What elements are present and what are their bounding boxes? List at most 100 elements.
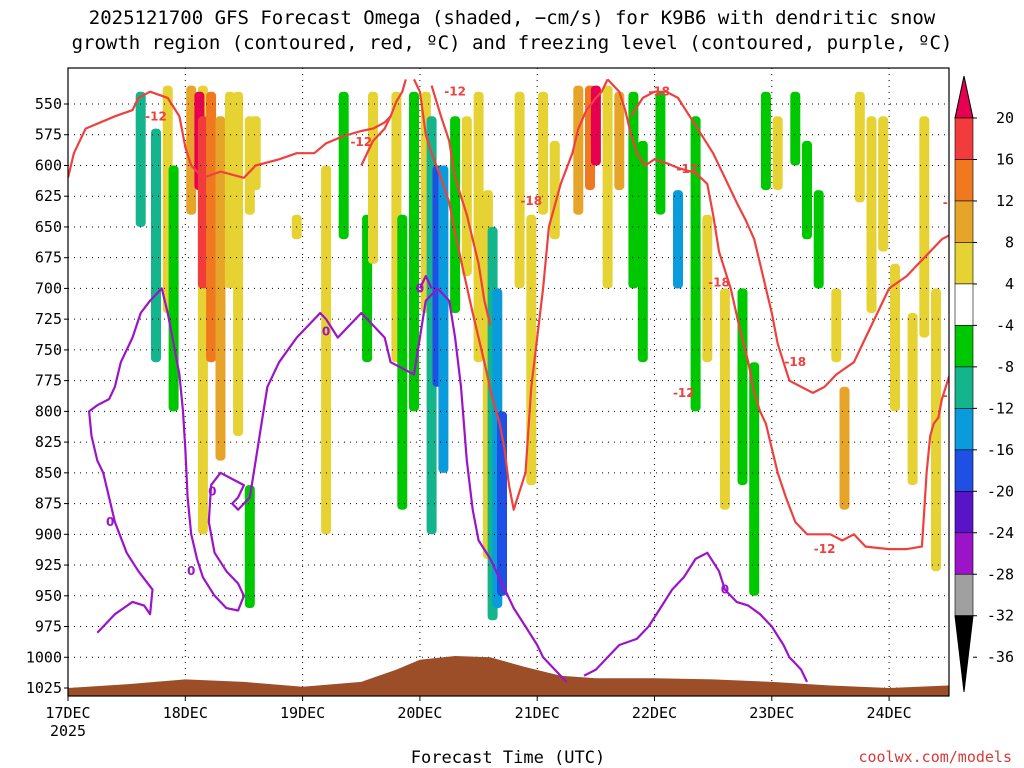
dgz-contour-line	[630, 90, 949, 394]
dgz-contour-label: -18	[708, 275, 730, 289]
omega-cell	[907, 313, 918, 486]
freezing-contour-label: 0	[106, 515, 114, 529]
omega-cell	[224, 91, 235, 289]
dgz-contour-label: -12	[814, 542, 836, 556]
freezing-contours	[88, 275, 808, 683]
x-tick-label: 21DEC	[515, 704, 560, 722]
omega-cell	[244, 485, 255, 608]
colorbar-tick-label: -12	[987, 399, 1014, 417]
colorbar-tick-label: -24	[987, 524, 1014, 542]
omega-cell	[655, 91, 666, 215]
dgz-contour-label: -12	[676, 162, 698, 176]
omega-cell	[673, 190, 683, 289]
omega-cell	[250, 116, 261, 191]
colorbar-swatch	[954, 159, 974, 202]
x-tick-label: 17DEC	[45, 704, 90, 722]
colorbar-swatch	[954, 325, 974, 368]
omega-cell	[749, 362, 760, 596]
omega-cell	[831, 288, 842, 363]
x-tick-label: 20DEC	[397, 704, 442, 722]
colorbar-tick-label: -4	[996, 316, 1014, 334]
y-tick-label: 725	[35, 310, 62, 328]
omega-cell	[438, 165, 449, 473]
dgz-contour-line	[68, 79, 407, 179]
freezing-contour-label: 0	[416, 281, 424, 295]
colorbar-tick-label: -28	[987, 565, 1014, 583]
colorbar-tick-label: 8	[1005, 233, 1014, 251]
dgz-contour-label: -12	[350, 135, 372, 149]
omega-cell	[461, 116, 472, 277]
colorbar-swatch	[954, 573, 974, 617]
freezing-contour-line	[418, 275, 433, 289]
y-tick-label: 600	[35, 157, 62, 175]
omega-cell	[737, 288, 748, 486]
omega-cell	[878, 116, 889, 252]
omega-cell	[514, 91, 525, 289]
x-tick-label: 23DEC	[749, 704, 794, 722]
y-tick-label: 650	[35, 218, 62, 236]
colorbar-swatch	[954, 491, 974, 534]
y-tick-label: 575	[35, 126, 62, 144]
freezing-contour-label: 0	[187, 564, 195, 578]
y-axis: 550 575 600 625 650 675 700 725 750 775 800 825 850 8…	[26, 95, 68, 697]
chart-title-line2: growth region (contoured, red, ºC) and f…	[72, 32, 953, 54]
y-tick-label: 850	[35, 464, 62, 482]
omega-cell	[338, 91, 349, 240]
plot-area: -12 -12 -12 -12 -18 -18 -18 -18 -12 -12 -12 -18 0 0 0 0…	[68, 68, 1023, 696]
freezing-contour-label: 0	[208, 484, 216, 498]
colorbar-tick-label: -20	[987, 482, 1014, 500]
freezing-contour-label: 0	[322, 325, 330, 339]
omega-cell	[590, 85, 601, 166]
colorbar-tick-label: -16	[987, 441, 1014, 459]
omega-cell	[854, 91, 865, 203]
y-tick-label: 975	[35, 618, 62, 636]
colorbar-swatch	[954, 449, 974, 492]
omega-cell	[538, 91, 549, 215]
dgz-contours	[68, 78, 949, 551]
omega-cell	[690, 116, 701, 412]
freezing-contour-line	[88, 287, 568, 683]
colorbar-swatch	[954, 283, 974, 326]
colorbar-tick-label: -8	[996, 358, 1014, 376]
colorbar-tick-label: 16	[996, 151, 1014, 169]
dgz-contour-label: -12	[943, 388, 965, 402]
dgz-contour-line	[606, 78, 949, 551]
x-tick-label: 19DEC	[280, 704, 325, 722]
omega-cell	[1013, 288, 1023, 337]
omega-cell	[802, 140, 812, 240]
omega-cell	[397, 214, 408, 510]
colorbar-swatch	[954, 366, 974, 409]
y-tick-label: 675	[35, 249, 62, 267]
omega-cell	[719, 288, 730, 510]
colorbar-tick-label: -36	[987, 648, 1014, 666]
omega-cell	[573, 85, 584, 215]
colorbar-swatch	[954, 242, 974, 285]
omega-cell	[614, 91, 625, 191]
dgz-contour-line	[430, 85, 492, 326]
y-tick-label: 1025	[26, 679, 62, 697]
y-tick-label: 900	[35, 525, 62, 543]
colorbar-tick-label: 20	[996, 109, 1014, 127]
y-tick-label: 825	[35, 433, 62, 451]
y-tick-label: 800	[35, 402, 62, 420]
omega-cell	[760, 91, 771, 191]
y-tick-label: 750	[35, 341, 62, 359]
y-tick-label: 950	[35, 587, 62, 605]
omega-cell	[839, 386, 850, 510]
omega-cell	[866, 116, 877, 313]
y-tick-label: 700	[35, 279, 62, 297]
dgz-contour-label: -18	[648, 85, 670, 99]
dgz-contour-label: -18	[784, 355, 806, 369]
omega-cell	[637, 140, 648, 363]
colorbar-arrow-top	[954, 75, 974, 119]
colorbar-swatch	[954, 117, 974, 160]
omega-cell	[813, 190, 824, 289]
omega-cell	[206, 91, 217, 363]
omega-cell	[197, 116, 208, 289]
freezing-contour-label: 0	[721, 583, 729, 597]
omega-cell	[602, 85, 613, 289]
terrain-fill	[68, 656, 949, 696]
dgz-contour-label: -18	[520, 194, 542, 208]
y-tick-label: 1000	[26, 648, 62, 666]
